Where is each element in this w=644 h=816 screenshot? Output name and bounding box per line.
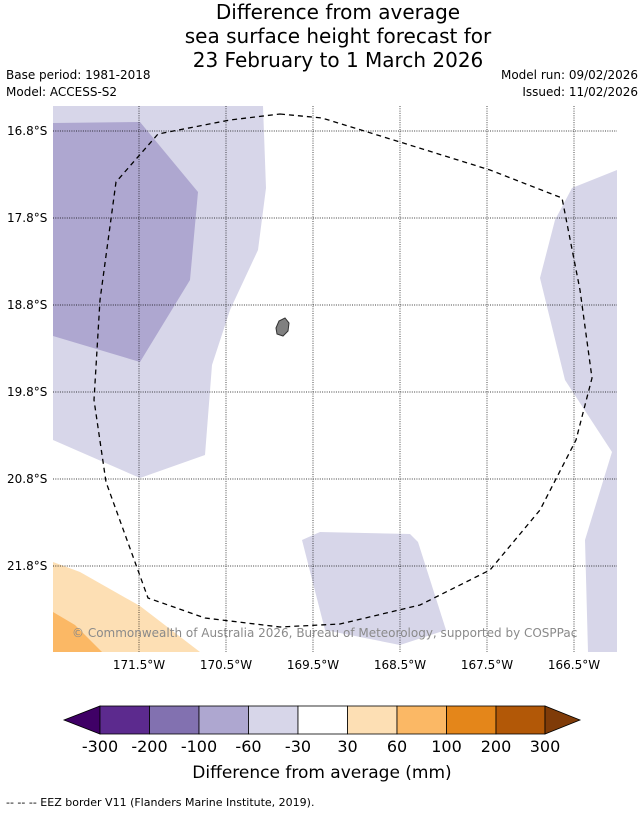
colorbar-tick-label: 300 bbox=[530, 737, 561, 756]
colorbar-segment bbox=[99, 705, 150, 735]
anomaly-region-east bbox=[540, 170, 617, 652]
lon-label: 170.5°W bbox=[200, 658, 252, 672]
colorbar-segment bbox=[149, 705, 200, 735]
title-line-3: 23 February to 1 March 2026 bbox=[192, 48, 484, 72]
colorbar-tick-label: -300 bbox=[82, 737, 118, 756]
colorbar-segment bbox=[347, 705, 398, 735]
issued-date: Issued: 11/02/2026 bbox=[522, 85, 638, 99]
model-name: Model: ACCESS-S2 bbox=[6, 85, 118, 99]
colorbar-tick-label: 30 bbox=[337, 737, 357, 756]
eez-footnote: -- -- -- EEZ border V11 (Flanders Marine… bbox=[6, 796, 315, 809]
model-run: Model run: 09/02/2026 bbox=[500, 68, 638, 82]
colorbar-tick-label: 100 bbox=[431, 737, 462, 756]
anomaly-region-south bbox=[302, 532, 446, 645]
lat-label: 18.8°S bbox=[7, 298, 47, 312]
colorbar-segment bbox=[248, 705, 299, 735]
niue-island bbox=[275, 317, 290, 337]
colorbar-segment bbox=[198, 705, 249, 735]
colorbar-tick-label: -200 bbox=[131, 737, 167, 756]
longitude-labels: 171.5°W 170.5°W 169.5°W 168.5°W 167.5°W … bbox=[113, 658, 600, 672]
colorbar-segment bbox=[297, 705, 348, 735]
lon-label: 169.5°W bbox=[287, 658, 339, 672]
chart-title: Difference from average sea surface heig… bbox=[0, 0, 644, 72]
lat-label: 19.8°S bbox=[7, 385, 47, 399]
lat-label: 17.8°S bbox=[7, 211, 47, 225]
colorbar-cap-low bbox=[62, 705, 101, 735]
latitude-labels: 16.8°S 17.8°S 18.8°S 19.8°S 20.8°S 21.8°… bbox=[7, 124, 47, 573]
base-period: Base period: 1981-2018 bbox=[6, 68, 151, 82]
lon-label: 171.5°W bbox=[113, 658, 165, 672]
lat-label: 20.8°S bbox=[7, 472, 47, 486]
gridlines bbox=[53, 106, 617, 652]
anomaly-region-positive-medium bbox=[53, 612, 102, 652]
map-area: © Commonwealth of Australia 2026, Bureau… bbox=[53, 106, 617, 652]
lat-label: 16.8°S bbox=[7, 124, 47, 138]
colorbar: -300 -200 -100 -60 -30 30 60 100 200 300… bbox=[62, 705, 582, 783]
credit-text: © Commonwealth of Australia 2026, Bureau… bbox=[72, 626, 577, 640]
meta-right: Model run: 09/02/2026 Issued: 11/02/2026 bbox=[501, 67, 638, 101]
colorbar-tick-label: -100 bbox=[181, 737, 217, 756]
meta-left: Base period: 1981-2018 Model: ACCESS-S2 bbox=[6, 67, 151, 101]
colorbar-tick-label: 60 bbox=[387, 737, 407, 756]
lon-label: 168.5°W bbox=[374, 658, 426, 672]
title-line-2: sea surface height forecast for bbox=[184, 24, 492, 48]
colorbar-segment bbox=[495, 705, 546, 735]
lon-label: 167.5°W bbox=[461, 658, 513, 672]
eez-border bbox=[93, 113, 593, 628]
lat-label: 21.8°S bbox=[7, 559, 47, 573]
anomaly-region-positive-light bbox=[53, 562, 200, 652]
title-line-1: Difference from average bbox=[215, 0, 461, 24]
anomaly-region-northwest bbox=[53, 122, 198, 362]
colorbar-tick-label: -30 bbox=[285, 737, 311, 756]
colorbar-cap-high bbox=[544, 705, 582, 735]
lon-label: 166.5°W bbox=[548, 658, 600, 672]
colorbar-tick-label: -60 bbox=[235, 737, 261, 756]
colorbar-segment bbox=[446, 705, 497, 735]
colorbar-tick-label: 200 bbox=[481, 737, 512, 756]
colorbar-segment bbox=[396, 705, 447, 735]
colorbar-title: Difference from average (mm) bbox=[192, 763, 451, 783]
